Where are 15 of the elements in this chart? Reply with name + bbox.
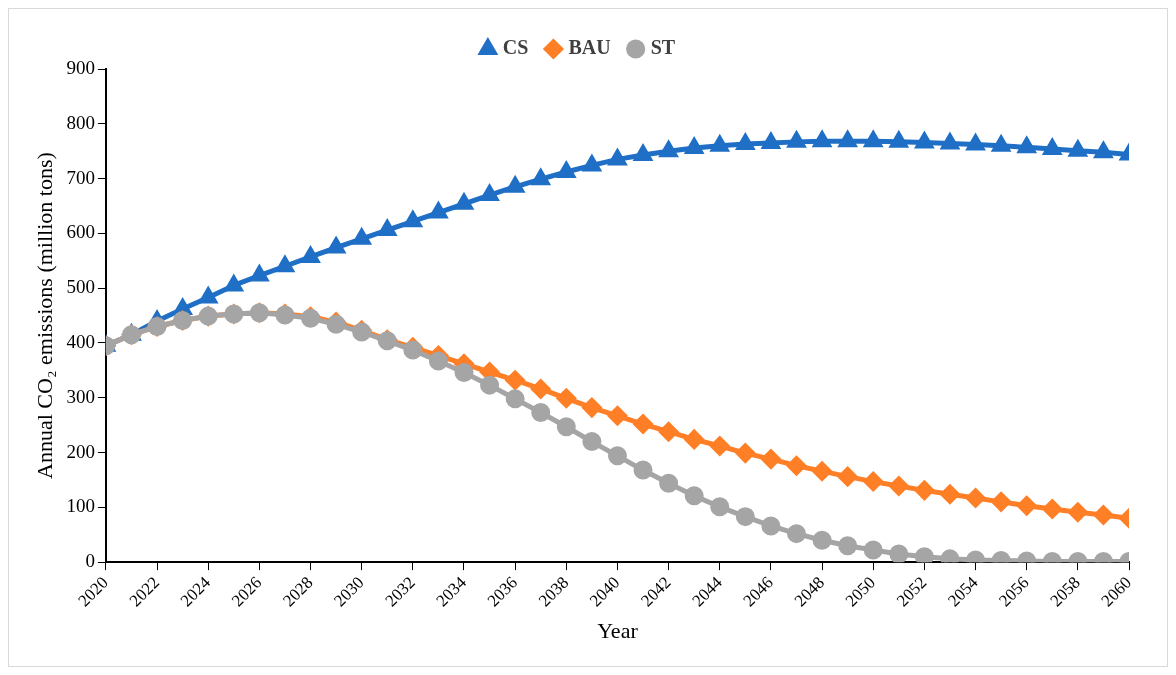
- y-tick-label: 0: [85, 550, 95, 572]
- legend-label: CS: [502, 36, 529, 59]
- legend-label: BAU: [568, 36, 611, 59]
- y-axis-title: Annual CO₂ emissions (million tons): [31, 152, 57, 479]
- y-tick-label: 300: [66, 385, 95, 407]
- y-tick-label: 800: [66, 111, 95, 133]
- y-tick-label: 500: [66, 276, 95, 298]
- x-axis-title: Year: [597, 617, 639, 643]
- y-tick-label: 400: [66, 330, 95, 352]
- y-tick-label: 200: [66, 440, 95, 462]
- legend-label: ST: [650, 36, 676, 59]
- y-tick-label: 600: [66, 221, 95, 243]
- y-tick-label: 100: [66, 495, 95, 517]
- y-tick-label: 900: [66, 56, 95, 78]
- y-tick-label: 700: [66, 166, 95, 188]
